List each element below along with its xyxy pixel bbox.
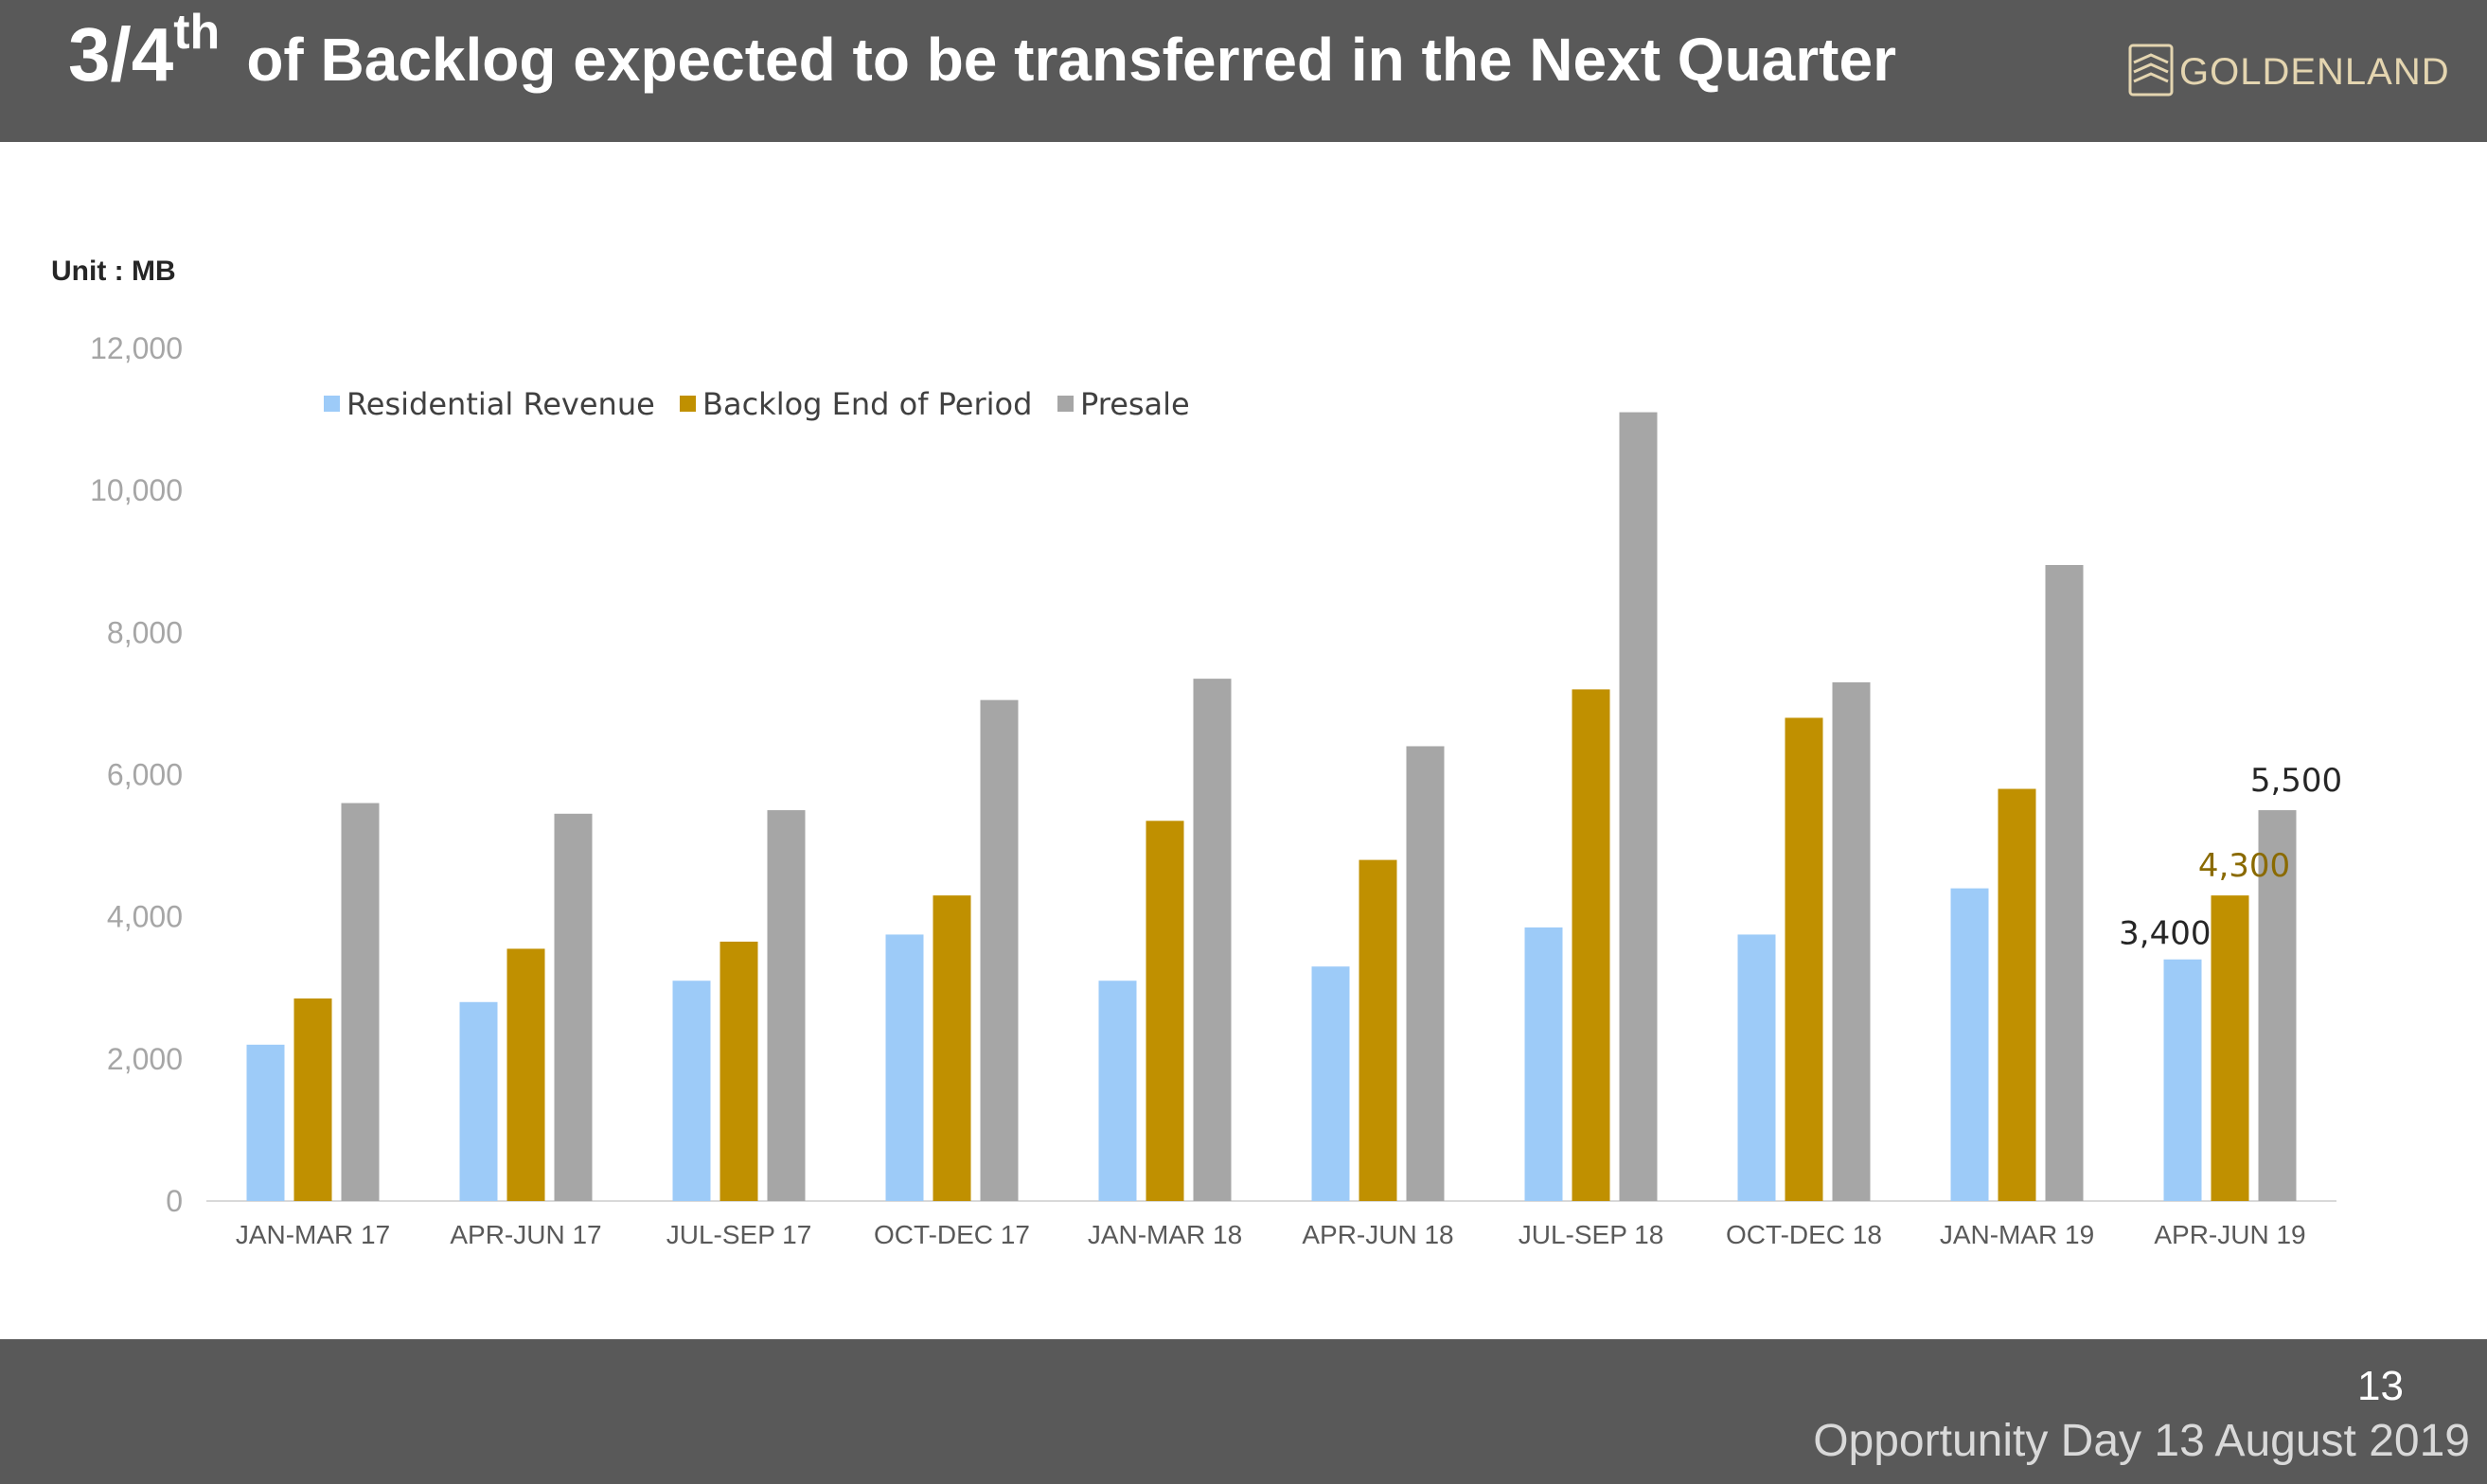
y-tick-label: 4,000 [107,900,183,934]
bar [1146,821,1184,1201]
bar [1524,927,1563,1201]
page-title: 3/4th of Backlog expected to be transferr… [68,8,1896,94]
data-label: 4,300 [2198,847,2290,885]
data-label: 3,400 [2119,915,2211,953]
bar [1785,717,1823,1201]
bar [1406,746,1445,1201]
bar [293,998,332,1201]
goldenland-logo-icon [2128,44,2174,97]
x-tick-label: APR-JUN 17 [450,1220,601,1249]
bar [554,813,593,1201]
x-tick-label: APR-JUN 18 [1302,1220,1453,1249]
y-tick-label: 8,000 [107,615,183,649]
y-axis: 0 2,000 4,000 6,000 8,000 10,000 12,000 [90,331,183,1218]
page-number: 13 [2357,1363,2404,1409]
bar [2258,810,2297,1201]
data-label: 5,500 [2250,762,2342,800]
bar [506,948,545,1201]
bar [2163,959,2202,1201]
title-superscript: th [173,5,221,60]
x-tick-label: APR-JUN 19 [2154,1220,2305,1249]
x-tick-label: OCT-DEC 18 [1726,1220,1882,1249]
legend-swatch [680,396,696,412]
x-tick-label: JAN-MAR 17 [236,1220,390,1249]
bar [1998,788,2036,1201]
bar [767,810,806,1201]
x-tick-label: OCT-DEC 17 [874,1220,1030,1249]
x-tick-label: JAN-MAR 18 [1088,1220,1242,1249]
logo-text: GOLDENLAND [2179,51,2450,93]
bar [341,803,380,1201]
bar [1832,681,1871,1201]
footer-event-text: Opportunity Day 13 August 2019 [1813,1416,2470,1466]
legend: Residential Revenue Backlog End of Period… [324,386,1190,422]
y-tick-label: 12,000 [90,331,183,365]
unit-label: Unit : MB [51,256,176,287]
bar [2211,895,2249,1201]
data-labels: 3,400 4,300 5,500 [2119,762,2342,953]
bar [1359,859,1397,1201]
y-tick-label: 6,000 [107,758,183,792]
legend-swatch [324,396,340,412]
bar [2045,565,2084,1201]
legend-label: Presale [1080,386,1190,422]
bar [459,1001,498,1201]
x-tick-label: JUL-SEP 18 [1519,1220,1664,1249]
bar [980,699,1019,1201]
bars [246,412,2297,1201]
bar [719,941,758,1201]
bar-chart: 0 2,000 4,000 6,000 8,000 10,000 12,000 JAN-MA… [90,331,2342,1249]
legend-label: Residential Revenue [346,386,655,422]
bar [1737,934,1776,1201]
bar [246,1044,285,1201]
x-tick-label: JUL-SEP 17 [666,1220,812,1249]
bar [1193,679,1232,1201]
bar [672,980,711,1201]
x-axis-labels: JAN-MAR 17 APR-JUN 17 JUL-SEP 17 OCT-DEC 17… [236,1220,2306,1249]
bar [1098,980,1137,1201]
bar [885,934,924,1201]
bar [1950,888,1989,1201]
legend-swatch [1057,396,1074,412]
y-tick-label: 0 [166,1184,183,1218]
bar [933,895,971,1201]
bar [1619,412,1658,1201]
bar [1311,966,1350,1201]
y-tick-label: 10,000 [90,473,183,507]
header-bar [0,0,2487,142]
title-fraction: 3/4 [68,12,174,97]
legend-label: Backlog End of Period [702,386,1032,422]
bar [1572,689,1610,1201]
y-tick-label: 2,000 [107,1042,183,1076]
title-text: of Backlog expected to be transferred in… [246,26,1896,94]
footer-bar [0,1339,2487,1484]
x-tick-label: JAN-MAR 19 [1940,1220,2094,1249]
